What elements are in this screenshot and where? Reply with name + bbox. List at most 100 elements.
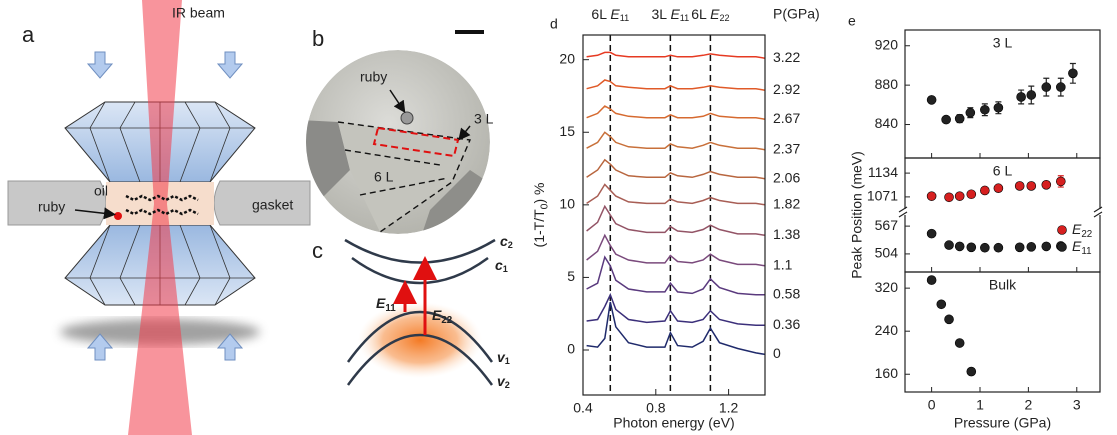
point [966, 242, 977, 253]
subplot-title: Bulk [989, 277, 1017, 293]
spectrum [586, 158, 766, 180]
point [1041, 241, 1052, 252]
panel-letter: e [848, 13, 856, 29]
series-label: 3.22 [773, 49, 800, 65]
flake [338, 122, 470, 232]
legend-marker [1057, 242, 1067, 252]
text-part: 6L [591, 6, 610, 22]
spectrum [586, 233, 766, 267]
plot-frame [582, 34, 766, 396]
band-label: c1 [495, 257, 508, 275]
gasket [7, 180, 107, 226]
molecule [125, 208, 199, 216]
legend-label: E11 [1072, 238, 1092, 257]
point [944, 192, 954, 203]
point [980, 185, 990, 196]
band [351, 256, 489, 285]
text-part: v [497, 349, 506, 365]
series-label: 1.82 [773, 196, 800, 212]
point [965, 107, 976, 118]
band [344, 238, 496, 264]
point [1026, 90, 1037, 100]
y-tick-label: 20 [559, 50, 575, 66]
spectrum [586, 79, 766, 91]
band [346, 333, 494, 386]
point [926, 228, 937, 239]
series-label: 0.58 [773, 286, 800, 302]
y-tick-label: 320 [875, 279, 899, 295]
text-part: E [670, 6, 680, 22]
axis-break [1093, 206, 1103, 218]
point [1041, 180, 1052, 190]
spectrum [586, 204, 766, 237]
point [1026, 181, 1037, 191]
point [1056, 176, 1066, 187]
text-part: c [495, 257, 503, 273]
x-axis-label: Pressure (GPa) [954, 415, 1051, 431]
text-part: 2 [505, 380, 510, 390]
point [926, 95, 937, 105]
band-label: c2 [500, 233, 513, 251]
pointer [74, 207, 116, 220]
point [1041, 82, 1052, 92]
spectrum [586, 301, 766, 356]
panel-letter: d [550, 16, 558, 32]
series-label: 2.37 [773, 140, 800, 156]
spectrum [586, 105, 766, 120]
point [926, 191, 937, 201]
plot-frame [904, 271, 1101, 393]
spectrum [586, 292, 765, 327]
point [944, 314, 954, 325]
text-part: 3L [651, 6, 670, 22]
label: ruby [38, 199, 65, 215]
point [944, 240, 954, 250]
point [980, 242, 990, 253]
text-part: E [710, 6, 720, 22]
transition-label: E11 [376, 295, 396, 314]
point [993, 242, 1004, 253]
series-label: 1.1 [773, 257, 793, 273]
series-label: 2.06 [773, 169, 800, 185]
point [936, 299, 947, 310]
subplot-title: 3 L [993, 35, 1013, 51]
legend-label: E22 [1072, 221, 1092, 240]
point [1016, 92, 1026, 102]
text-part: 11 [385, 303, 396, 314]
x-tick-label: 0.4 [573, 400, 593, 416]
annotation: 6L E22 [691, 6, 729, 24]
text-part: 22 [1081, 229, 1092, 240]
point [966, 189, 977, 200]
point [954, 338, 965, 348]
point [1026, 242, 1037, 252]
x-tick-label: 1 [976, 397, 984, 413]
point [1014, 242, 1025, 253]
spectrum [586, 255, 765, 296]
pointer [458, 125, 471, 141]
micrograph [306, 50, 490, 234]
molecule [125, 194, 199, 202]
y-axis-label: Peak Position (meV) [849, 151, 865, 279]
legend-title: P(GPa) [773, 6, 820, 22]
ruby [114, 212, 122, 220]
text-part: 11 [1081, 246, 1091, 257]
pointer [389, 89, 406, 113]
x-tick-label: 1.2 [719, 400, 739, 416]
point [966, 366, 977, 377]
text-part: 22 [441, 315, 452, 326]
series-label: 2.67 [773, 110, 800, 126]
series-label: 2.92 [773, 81, 800, 97]
x-tick-label: 0 [928, 397, 936, 413]
y-tick-label: 0 [567, 341, 575, 357]
panel-letter: a [22, 22, 35, 47]
panel-letter: b [312, 26, 324, 51]
point [980, 104, 990, 115]
text-part: E [1072, 238, 1082, 254]
axis-break [900, 209, 910, 215]
band [346, 310, 494, 363]
y-tick-label: 1071 [867, 188, 898, 204]
point [954, 191, 965, 201]
ir-beam [128, 0, 192, 435]
ruby [400, 111, 414, 125]
text-part: 0 [538, 203, 550, 209]
label: 6 L [374, 169, 394, 185]
